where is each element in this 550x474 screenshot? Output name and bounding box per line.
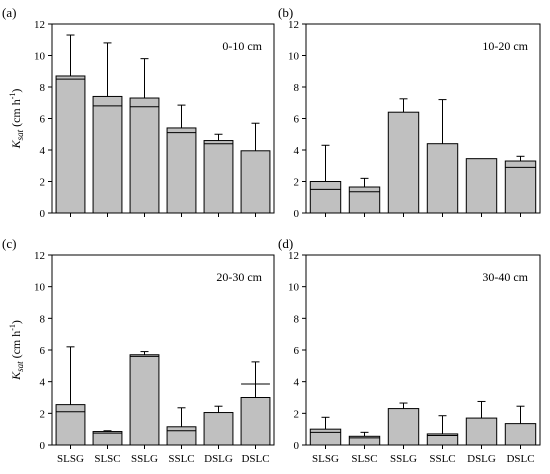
bar-dslc xyxy=(504,423,537,446)
bar-slsg xyxy=(55,75,86,214)
y-tick-label: 2 xyxy=(294,177,300,189)
bar-slsg xyxy=(55,404,86,446)
y-tick-label: 0 xyxy=(294,440,300,452)
y-tick-label: 6 xyxy=(294,345,300,357)
depth-label: 20-30 cm xyxy=(216,270,262,284)
panel-label: (d) xyxy=(278,236,293,251)
y-axis-sup: -1 xyxy=(8,324,17,331)
panel-a: 0 2 4 6 8 10 12 (a) 0-10 cm Ksat (cm h-1) xyxy=(2,5,275,220)
y-tick-label: 4 xyxy=(294,145,300,157)
bar-dslc xyxy=(240,150,271,214)
x-tick-label: SLSG xyxy=(57,453,84,465)
depth-label: 0-10 cm xyxy=(222,39,262,53)
x-tick-label: DSLC xyxy=(241,453,269,465)
y-tick-label: 4 xyxy=(294,377,300,389)
bar-sslc xyxy=(166,127,197,214)
bar-sslg xyxy=(387,111,420,214)
bar-sslc xyxy=(166,426,197,446)
y-tick-label: 8 xyxy=(40,313,46,325)
panel-d: 0 2 4 6 8 10 12 SLSG SLSC SSLG SSLC DSLG DSLC (d) 30-4… xyxy=(278,236,541,465)
y-tick-label: 8 xyxy=(294,313,300,325)
x-tick-label: SSLG xyxy=(390,453,417,465)
depth-label: 10-20 cm xyxy=(482,39,528,53)
y-axis-close: ) xyxy=(9,89,23,93)
panel-label: (c) xyxy=(2,236,16,251)
y-tick-label: 2 xyxy=(294,408,300,420)
bar-sslg xyxy=(129,97,160,214)
y-axis-close: ) xyxy=(9,320,23,324)
x-tick-label: SSLC xyxy=(429,453,455,465)
y-tick-label: 4 xyxy=(40,145,46,157)
bar-sslg xyxy=(129,354,160,446)
y-axis-title: Ksat (cm h-1) xyxy=(8,89,25,150)
bar-dslc xyxy=(504,160,537,214)
y-axis-sub: sat xyxy=(15,361,25,372)
y-axis-unit: (cm h xyxy=(9,331,23,362)
panel-b: 0 2 4 6 8 10 12(b) 10-20 cm xyxy=(278,5,541,220)
y-tick-label: 0 xyxy=(40,208,46,220)
x-tick-label: DSLG xyxy=(204,453,233,465)
x-tick-label: SSLC xyxy=(168,453,194,465)
panel-label: (a) xyxy=(2,5,16,20)
bar-dslg xyxy=(465,158,498,214)
x-tick-label: SSLG xyxy=(131,453,158,465)
y-axis-unit: (cm h xyxy=(9,99,23,130)
bar-slsg xyxy=(309,428,342,446)
bar-sslg xyxy=(387,408,420,446)
y-axis-title: Ksat (cm h-1) xyxy=(8,320,25,381)
x-tick-label: DSLG xyxy=(467,453,496,465)
y-tick-label: 2 xyxy=(40,177,46,189)
y-tick-label: 12 xyxy=(34,250,45,262)
y-tick-label: 2 xyxy=(40,408,46,420)
y-axis-sup: -1 xyxy=(8,93,17,100)
y-tick-label: 8 xyxy=(40,82,46,94)
depth-label: 30-40 cm xyxy=(482,270,528,284)
y-tick-label: 12 xyxy=(288,250,299,262)
bar-dslg xyxy=(203,412,234,446)
bar-dslg xyxy=(465,417,498,446)
y-tick-label: 4 xyxy=(40,377,46,389)
y-tick-label: 12 xyxy=(288,19,299,31)
y-tick-label: 10 xyxy=(288,51,300,63)
bar-slsc xyxy=(348,186,381,214)
bar-slsc xyxy=(92,95,123,214)
x-tick-label: SLSC xyxy=(351,453,377,465)
y-axis-k: K xyxy=(9,139,23,149)
y-tick-label: 12 xyxy=(34,19,45,31)
x-tick-label: SLSG xyxy=(312,453,339,465)
y-tick-label: 6 xyxy=(294,114,300,126)
bar-slsg xyxy=(309,181,342,214)
y-tick-label: 10 xyxy=(34,51,46,63)
y-axis-sub: sat xyxy=(15,129,25,140)
bar-sslc xyxy=(426,143,459,214)
y-tick-label: 6 xyxy=(40,345,46,357)
panel-label: (b) xyxy=(278,5,293,20)
bar-dslc xyxy=(240,397,271,446)
y-tick-label: 8 xyxy=(294,82,300,94)
y-tick-label: 0 xyxy=(40,440,46,452)
bar-dslg xyxy=(203,140,234,214)
y-tick-label: 10 xyxy=(34,282,46,294)
panel-c: 0 2 4 6 8 10 12 SLSG SLSC SSLG SSLC DSLG DSLC (c) 20-3… xyxy=(2,236,275,465)
y-axis-k: K xyxy=(9,371,23,381)
y-tick-label: 6 xyxy=(40,114,46,126)
y-tick-label: 0 xyxy=(294,208,300,220)
y-tick-label: 10 xyxy=(288,282,300,294)
x-tick-label: SLSC xyxy=(94,453,120,465)
x-tick-label: DSLC xyxy=(506,453,534,465)
